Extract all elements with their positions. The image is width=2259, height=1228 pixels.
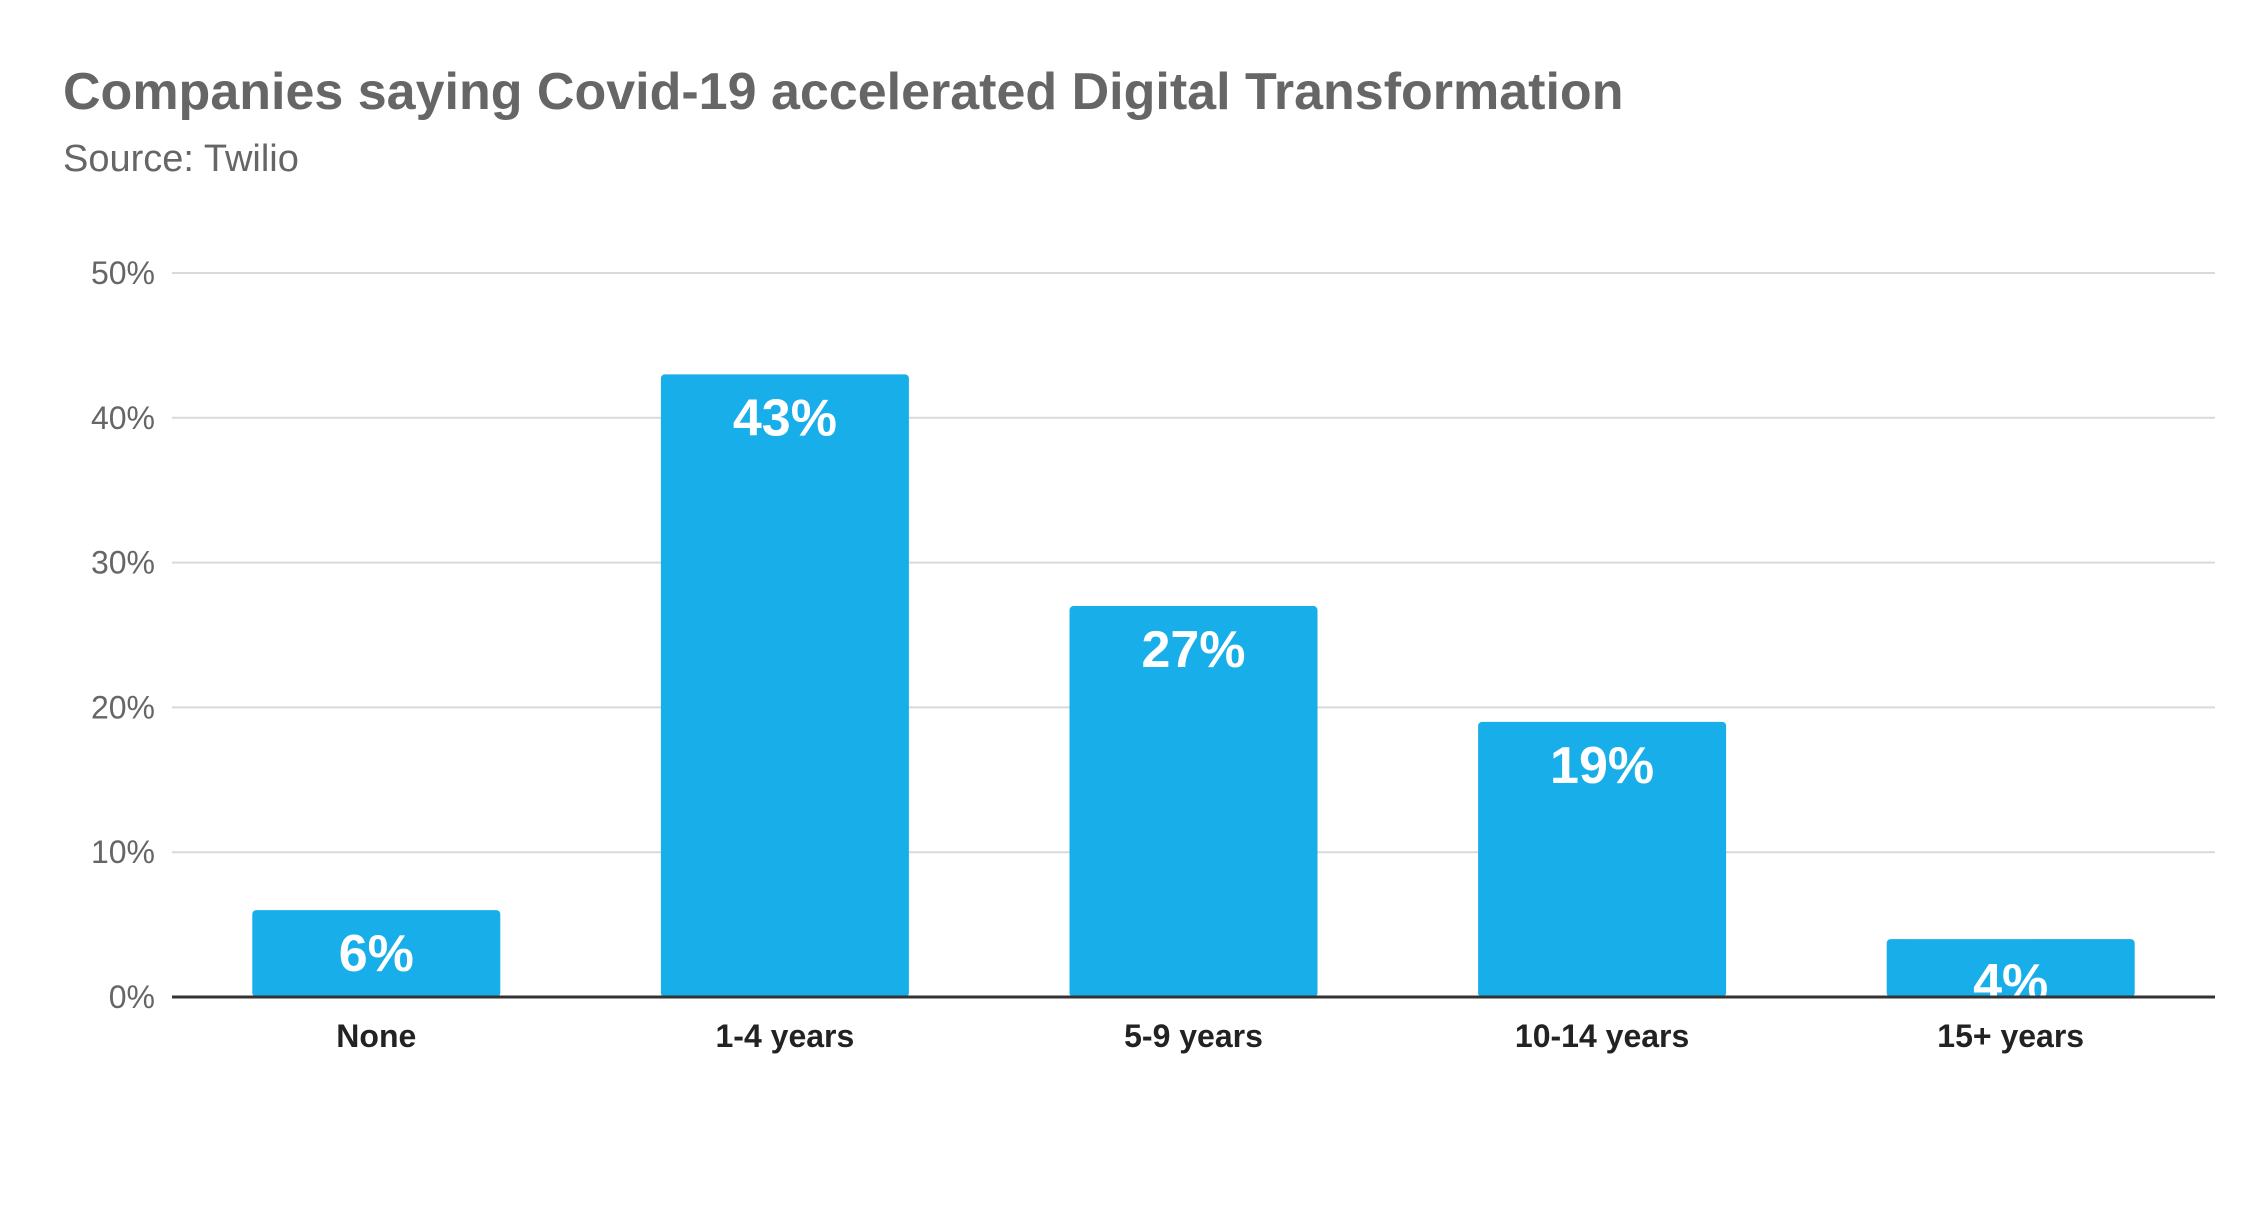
data-labels: 6% 43% 27% 19% 4% [339, 389, 2049, 1012]
x-category-label: 1-4 years [716, 1018, 855, 1054]
x-category-label: 15+ years [1937, 1018, 2084, 1054]
x-category-label: None [336, 1018, 416, 1054]
data-label: 43% [733, 389, 837, 447]
y-tick-label: 50% [91, 255, 155, 291]
x-category-label: 5-9 years [1124, 1018, 1263, 1054]
y-axis-ticks: 0% 10% 20% 30% 40% 50% [91, 255, 155, 1015]
y-tick-label: 0% [109, 979, 155, 1015]
chart-title: Companies saying Covid-19 accelerated Di… [63, 63, 1624, 121]
bar [1478, 721, 1727, 997]
bar [660, 374, 909, 997]
data-label: 19% [1550, 737, 1654, 795]
bar [252, 910, 501, 997]
data-label: 6% [339, 925, 414, 983]
y-tick-label: 40% [91, 400, 155, 436]
data-label: 27% [1141, 621, 1245, 679]
bar [1886, 939, 2135, 997]
bar [1069, 606, 1318, 997]
y-tick-label: 20% [91, 689, 155, 725]
y-tick-label: 10% [91, 834, 155, 870]
x-category-label: 10-14 years [1515, 1018, 1689, 1054]
bars [252, 374, 2135, 997]
chart-subtitle: Source: Twilio [63, 138, 299, 180]
y-tick-label: 30% [91, 545, 155, 581]
x-axis-categories: None 1-4 years 5-9 years 10-14 years 15+ yea… [336, 1018, 2084, 1054]
data-label: 4% [1973, 954, 2048, 1012]
